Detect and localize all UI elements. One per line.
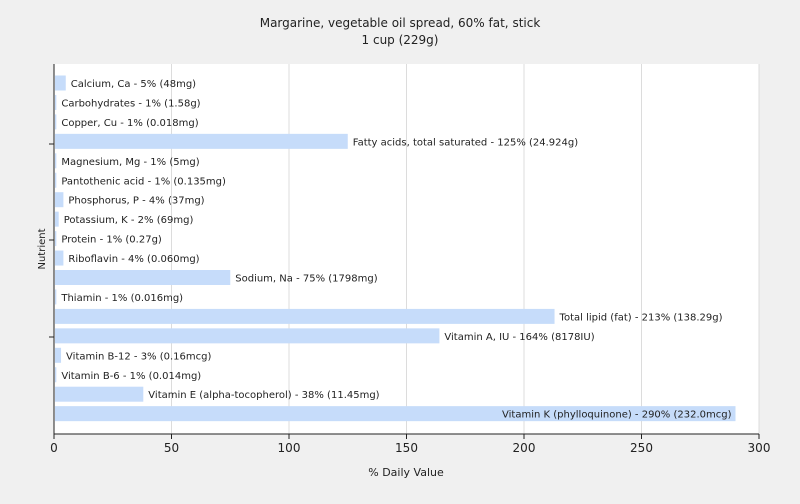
grid-lines: [171, 64, 760, 434]
bar: [55, 328, 440, 344]
bar: [55, 231, 57, 247]
bar: [55, 94, 57, 110]
bar-label: Calcium, Ca - 5% (48mg): [71, 79, 196, 90]
x-tick-label: 0: [50, 441, 58, 455]
bar-label: Vitamin B-6 - 1% (0.014mg): [61, 371, 201, 382]
chart-title: Margarine, vegetable oil spread, 60% fat…: [260, 16, 541, 30]
bar-label: Total lipid (fat) - 213% (138.29g): [559, 312, 723, 323]
bar: [55, 289, 57, 305]
bar-label: Potassium, K - 2% (69mg): [64, 215, 194, 226]
x-tick-label: 150: [395, 441, 418, 455]
bar: [55, 308, 555, 324]
x-tick-labels: 0 50 100 150 200 250 300: [50, 434, 770, 455]
bar: [55, 75, 66, 91]
chart-subtitle: 1 cup (229g): [362, 33, 439, 47]
bar: [55, 347, 62, 363]
bar: [55, 153, 57, 169]
bar: [55, 192, 64, 208]
bar-label: Copper, Cu - 1% (0.018mg): [61, 118, 198, 129]
bar-labels: Calcium, Ca - 5% (48mg) Carbohydrates - 1…: [60, 79, 731, 421]
bar: [55, 270, 231, 285]
bar-label: Vitamin B-12 - 3% (0.16mcg): [66, 351, 211, 362]
x-tick-label: 50: [164, 441, 179, 455]
bar: [55, 211, 59, 227]
bar: [55, 250, 64, 266]
x-tick-label: 300: [748, 441, 771, 455]
bar-label: Vitamin K (phylloquinone) - 290% (232.0m…: [502, 410, 732, 421]
bar: [55, 406, 736, 422]
bar-label: Thiamin - 1% (0.016mg): [60, 293, 183, 304]
x-tick-label: 250: [630, 441, 653, 455]
bar-label: Phosphorus, P - 4% (37mg): [68, 196, 204, 207]
bar-label: Pantothenic acid - 1% (0.135mg): [61, 176, 226, 187]
bar-label: Sodium, Na - 75% (1798mg): [235, 274, 377, 285]
bar: [55, 367, 57, 383]
y-axis-label: Nutrient: [37, 228, 48, 269]
bar-label: Magnesium, Mg - 1% (5mg): [61, 157, 199, 168]
bar-label: Vitamin A, IU - 164% (8178IU): [444, 332, 594, 343]
bar: [55, 133, 348, 149]
bar: [55, 114, 57, 130]
bars: [55, 75, 736, 422]
x-tick-label: 200: [513, 441, 536, 455]
bar-label: Protein - 1% (0.27g): [61, 235, 162, 246]
bar-label: Fatty acids, total saturated - 125% (24.…: [353, 137, 578, 148]
x-tick-label: 100: [278, 441, 301, 455]
bar-label: Riboflavin - 4% (0.060mg): [68, 254, 199, 265]
bar-label: Vitamin E (alpha-tocopherol) - 38% (11.4…: [148, 390, 379, 401]
x-axis-label: % Daily Value: [368, 466, 444, 479]
bar: [55, 172, 57, 188]
bar-label: Carbohydrates - 1% (1.58g): [61, 98, 200, 109]
bar: [55, 386, 144, 402]
